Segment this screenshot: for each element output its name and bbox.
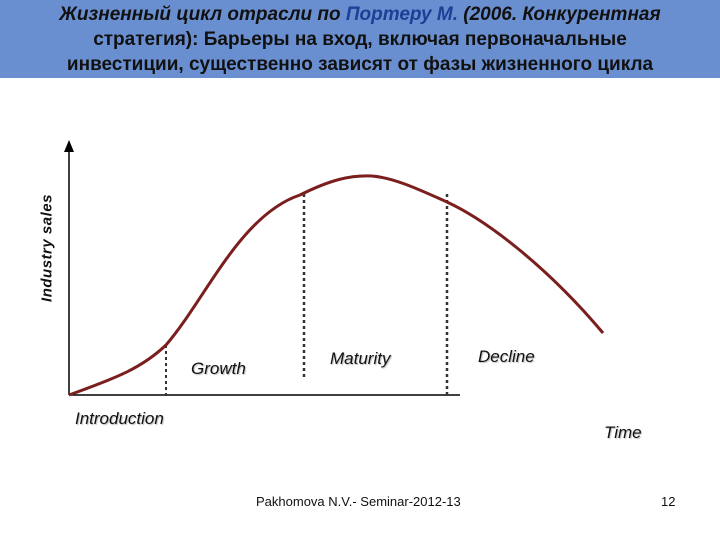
title-text-c: (2006. Конкурентная <box>458 4 661 25</box>
title-line-2: стратегия): Барьеры на вход, включая пер… <box>93 29 627 50</box>
stage-label-maturity: Maturity <box>330 349 391 368</box>
y-axis-label: Industry sales <box>38 194 56 302</box>
page-number: 12 <box>661 494 676 509</box>
title-author-highlight: Портеру М. <box>345 4 458 25</box>
stage-label-growth: Growth <box>191 359 246 378</box>
stage-label-decline: Decline <box>478 347 535 366</box>
slide-title: Жизненный цикл отрасли по Портеру М. (20… <box>0 2 720 77</box>
title-text-a: Жизненный цикл отрасли по <box>59 4 346 25</box>
title-line-3: инвестиции, существенно зависят от фазы … <box>66 54 654 75</box>
title-line-1: Жизненный цикл отрасли по Портеру М. (20… <box>0 2 720 27</box>
footer-author: Pakhomova N.V.- Seminar-2012-13 <box>256 494 461 509</box>
stage-label-introduction: Introduction <box>75 409 164 428</box>
y-axis-arrow <box>64 140 74 152</box>
life-cycle-curve <box>68 174 605 397</box>
title-band <box>0 0 720 78</box>
x-axis-label: Time <box>604 423 642 442</box>
